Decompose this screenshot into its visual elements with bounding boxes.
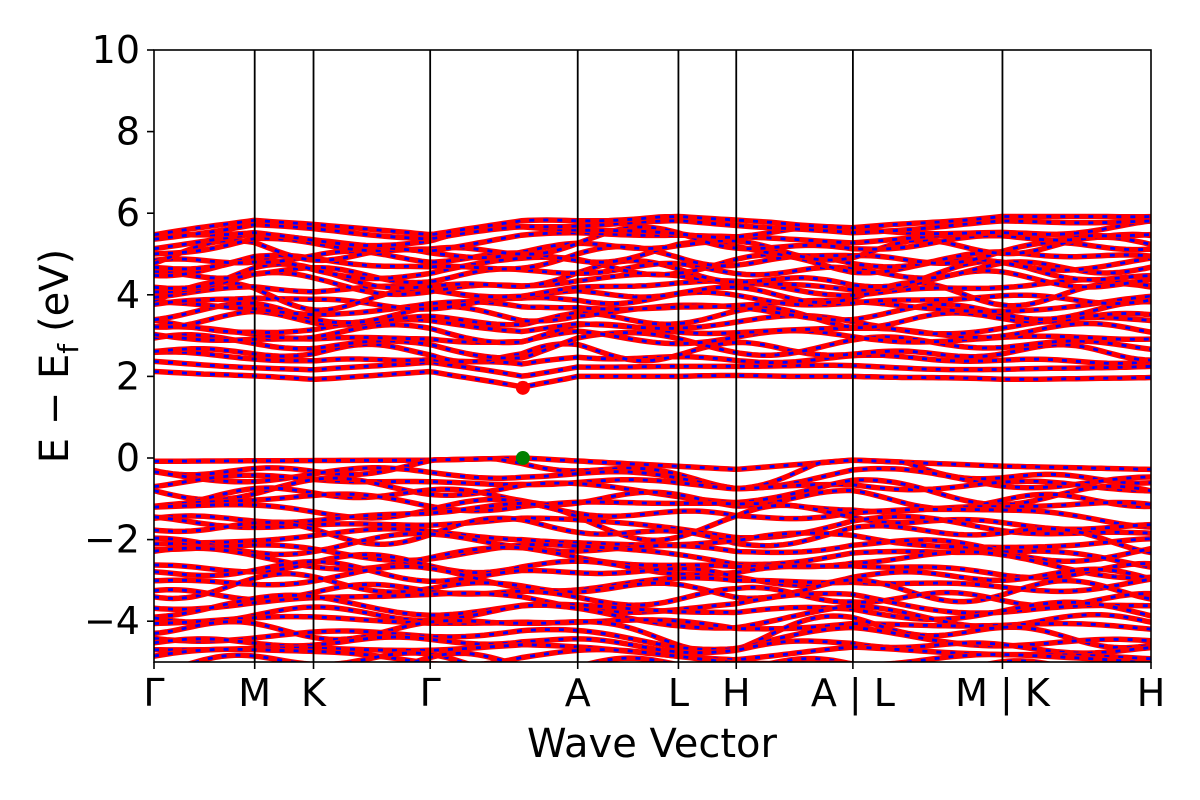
y-axis-label-unit: (eV)	[32, 249, 78, 332]
band-line-spin-up-cb-23	[154, 218, 1151, 249]
x-tick-label: H	[722, 671, 751, 715]
band-line-spin-up-vb-26	[154, 634, 1151, 656]
x-axis-label: Wave Vector	[527, 721, 778, 767]
x-tick-label: M	[238, 671, 271, 715]
x-tick-label: K	[301, 671, 327, 715]
x-tick-label: L	[668, 671, 689, 715]
band-line-spin-up-vb-23	[154, 613, 1151, 632]
y-tick-label: 8	[116, 110, 140, 154]
band-line-spin-up-vb-7	[154, 496, 1151, 530]
y-tick-label: 10	[92, 28, 140, 72]
cbm-marker	[515, 380, 530, 395]
band-line-spin-down-vb-24	[154, 614, 1151, 654]
band-line-spin-down-cb-3	[154, 340, 1151, 364]
x-tick-label: A	[565, 671, 591, 715]
band-line-spin-down-vb-14	[154, 546, 1151, 580]
x-tick-label: H	[1137, 671, 1166, 715]
vbm-marker	[515, 451, 530, 465]
band-line-spin-up-cb-19	[154, 239, 1151, 267]
band-line-spin-up-cb-0	[154, 368, 1151, 390]
band-line-spin-up-cb-13	[154, 276, 1151, 301]
band-line-spin-up-cb-24	[154, 217, 1151, 242]
x-tick-label: Γ	[420, 671, 441, 715]
band-line-spin-down-vb-8	[154, 501, 1151, 542]
band-line-spin-up-vb-6	[154, 491, 1151, 515]
band-line-spin-down-cb-4	[154, 331, 1151, 360]
band-lines	[154, 213, 1151, 662]
y-tick-label: 4	[116, 273, 140, 317]
y-tick-label: 2	[116, 354, 140, 398]
band-line-spin-up-vb-19	[154, 581, 1151, 609]
band-line-spin-up-cb-12	[154, 279, 1151, 313]
band-line-spin-up-cb-1	[154, 358, 1151, 379]
band-line-spin-up-vb-9	[154, 513, 1151, 541]
band-line-spin-up-cb-7	[154, 312, 1151, 337]
band-line-spin-down-vb-10	[154, 516, 1151, 554]
y-axis-label: E − Ef (eV)	[32, 249, 85, 464]
band-line-spin-down-vb-1	[154, 457, 1151, 490]
band-line-spin-up-cb-2	[154, 349, 1151, 367]
band-line-spin-down-cb-20	[154, 235, 1151, 265]
band-line-spin-down-vb-29	[190, 651, 1046, 662]
plot-frame	[153, 49, 1152, 663]
y-axis-label-subscript: f	[52, 343, 85, 354]
band-line-spin-down-vb-21	[154, 593, 1151, 621]
y-tick-label: 6	[116, 191, 140, 235]
band-line-spin-up-vb-0	[154, 455, 1151, 473]
y-axis-label-main: E − E	[32, 354, 78, 464]
band-line-spin-up-cb-25	[154, 213, 1151, 238]
x-tick-label: M | K	[955, 671, 1051, 716]
y-tick-label: −4	[84, 599, 140, 643]
band-line-spin-up-vb-28	[154, 646, 1151, 662]
y-tick-label: −2	[84, 518, 140, 562]
band-line-spin-down-cb-8	[154, 306, 1151, 330]
x-tick-label: A | L	[811, 671, 895, 716]
x-tick-label: Γ	[143, 671, 164, 715]
band-line-spin-up-vb-16	[154, 558, 1151, 588]
band-line-spin-up-cb-16	[154, 259, 1151, 286]
y-axis-ticks: −4 −2 0 2 4 6 8 10	[84, 28, 154, 643]
y-tick-label: 0	[116, 436, 140, 480]
high-symmetry-lines	[253, 50, 1004, 662]
band-line-spin-up-cb-10	[154, 293, 1151, 318]
band-line-spin-down-cb-17	[154, 253, 1151, 280]
band-edge-markers	[515, 380, 530, 465]
